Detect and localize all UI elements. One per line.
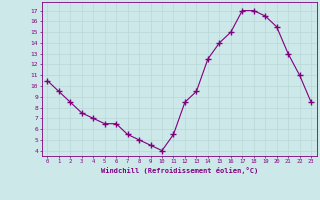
X-axis label: Windchill (Refroidissement éolien,°C): Windchill (Refroidissement éolien,°C) [100, 167, 258, 174]
